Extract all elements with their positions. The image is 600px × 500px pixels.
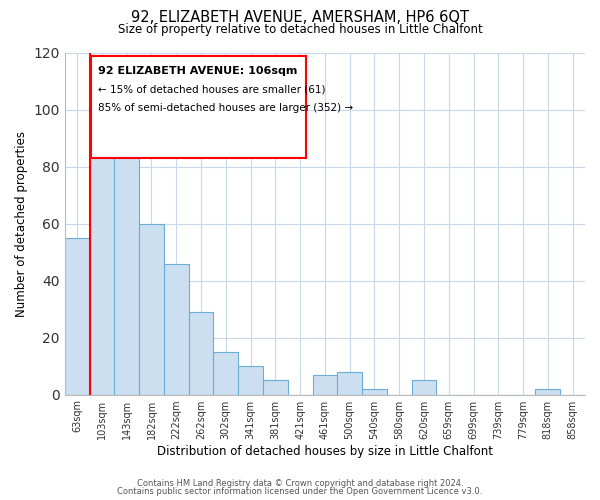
Bar (214, 352, 238, 395)
Bar (412, 380, 436, 394)
Text: Contains public sector information licensed under the Open Government Licence v3: Contains public sector information licen… (118, 487, 482, 496)
Text: Size of property relative to detached houses in Little Chalfont: Size of property relative to detached ho… (118, 22, 482, 36)
Bar (362, 389, 387, 394)
Text: 92 ELIZABETH AVENUE: 106sqm: 92 ELIZABETH AVENUE: 106sqm (98, 66, 298, 76)
Text: 92, ELIZABETH AVENUE, AMERSHAM, HP6 6QT: 92, ELIZABETH AVENUE, AMERSHAM, HP6 6QT (131, 10, 469, 25)
Bar (139, 224, 164, 394)
Text: ← 15% of detached houses are smaller (61): ← 15% of detached houses are smaller (61… (98, 84, 326, 94)
Text: 85% of semi-detached houses are larger (352) →: 85% of semi-detached houses are larger (… (98, 103, 353, 113)
Bar (115, 152, 139, 394)
Bar (238, 366, 263, 394)
FancyBboxPatch shape (91, 56, 307, 158)
Bar (89, 138, 115, 394)
Text: Contains HM Land Registry data © Crown copyright and database right 2024.: Contains HM Land Registry data © Crown c… (137, 478, 463, 488)
Bar (263, 380, 288, 394)
Y-axis label: Number of detached properties: Number of detached properties (15, 131, 28, 317)
Bar (164, 264, 188, 394)
Bar (313, 374, 337, 394)
X-axis label: Distribution of detached houses by size in Little Chalfont: Distribution of detached houses by size … (157, 444, 493, 458)
Bar (65, 238, 89, 394)
Bar (535, 389, 560, 394)
Bar (188, 312, 214, 394)
Bar (337, 372, 362, 394)
